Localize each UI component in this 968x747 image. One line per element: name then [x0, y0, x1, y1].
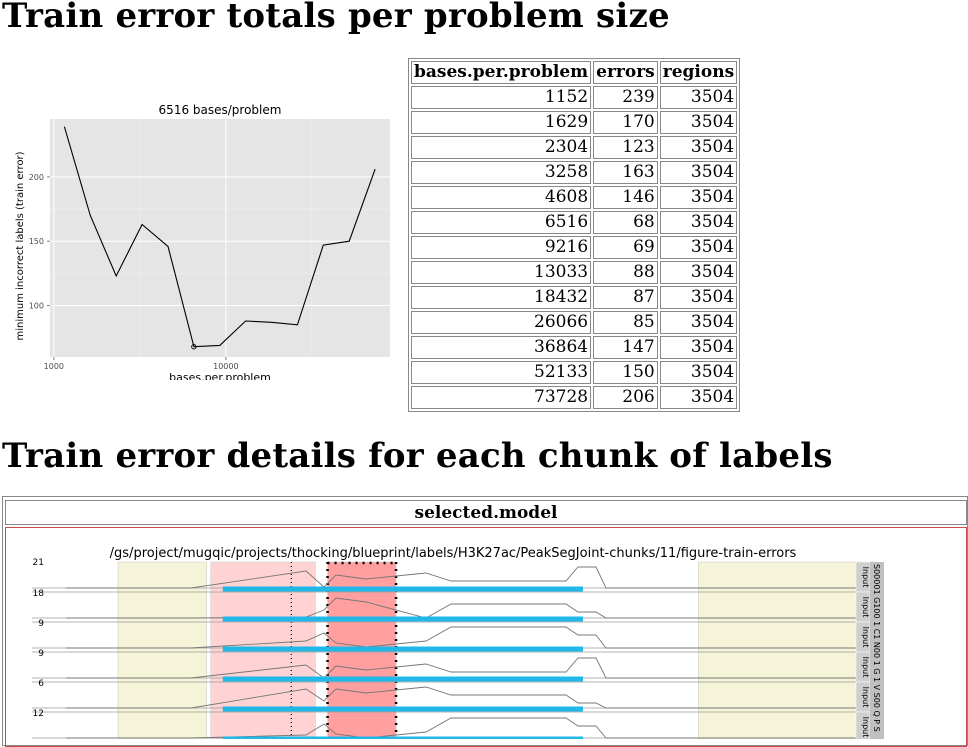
table-cell: 3504: [660, 136, 737, 159]
table-cell: 3504: [660, 336, 737, 359]
details-heading: Train error details for each chunk of la…: [2, 436, 833, 476]
table-cell: 1629: [411, 111, 591, 134]
table-cell: 3504: [660, 236, 737, 259]
details-plot-title: /gs/project/mugqic/projects/thocking/blu…: [110, 546, 797, 561]
table-cell: 239: [593, 86, 658, 109]
panel-strip-label: Input: [861, 687, 870, 708]
table-cell: 2304: [411, 136, 591, 159]
panel-max-label: 6: [38, 679, 44, 689]
table-cell: 150: [593, 361, 658, 384]
table-cell: 3504: [660, 161, 737, 184]
train-error-details-plot: /gs/project/mugqic/projects/thocking/blu…: [6, 528, 966, 739]
table-cell: 147: [593, 336, 658, 359]
label-region: [698, 562, 875, 739]
table-cell: 3504: [660, 386, 737, 409]
table-cell: 6516: [411, 211, 591, 234]
panel-max-label: 12: [33, 709, 44, 719]
plot-title: 6516 bases/problem: [159, 103, 282, 117]
panel-strip-label: Input: [861, 597, 870, 618]
table-cell: 3504: [660, 286, 737, 309]
table-cell: 206: [593, 386, 658, 409]
x-tick-label: 10000: [213, 362, 238, 371]
panel-strip-label: Input: [861, 627, 870, 648]
table-cell: 52133: [411, 361, 591, 384]
table-cell: 73728: [411, 386, 591, 409]
selected-model-header: selected.model: [5, 500, 967, 525]
table-cell: 18432: [411, 286, 591, 309]
table-cell: 4608: [411, 186, 591, 209]
y-tick-label: 100: [29, 302, 44, 311]
y-tick-label: 200: [29, 173, 44, 182]
panel-strip-label: Input: [861, 567, 870, 588]
table-cell: 146: [593, 186, 658, 209]
table-cell: 85: [593, 311, 658, 334]
plot-panel: [50, 119, 390, 357]
table-cell: 9216: [411, 236, 591, 259]
table-cell: 170: [593, 111, 658, 134]
table-cell: 1152: [411, 86, 591, 109]
y-tick-label: 150: [29, 237, 44, 246]
panel-strip-label: Input: [861, 657, 870, 678]
panel-max-label: 18: [33, 589, 45, 599]
table-cell: 3504: [660, 361, 737, 384]
table-cell: 88: [593, 261, 658, 284]
table-cell: 163: [593, 161, 658, 184]
train-error-plot: 100 150 200 1000 10000 6516 bases/problem base…: [0, 98, 400, 380]
panel-strip-label: Input: [861, 717, 870, 738]
table-cell: 36864: [411, 336, 591, 359]
table-cell: 3504: [660, 186, 737, 209]
sample-strip-label: S00001 G100 1 C1 N00 1 G 1 V S00 Q P S: [872, 564, 881, 732]
panel-max-label: 21: [33, 558, 44, 568]
table-cell: 3504: [660, 111, 737, 134]
table-header-errors: errors: [593, 61, 658, 84]
table-cell: 3504: [660, 86, 737, 109]
table-cell: 68: [593, 211, 658, 234]
table-header-regions: regions: [660, 61, 737, 84]
panel-max-label: 9: [38, 649, 44, 659]
panel-max-label: 9: [38, 619, 44, 629]
table-cell: 13033: [411, 261, 591, 284]
table-cell: 3504: [660, 311, 737, 334]
table-cell: 87: [593, 286, 658, 309]
table-cell: 69: [593, 236, 658, 259]
table-cell: 123: [593, 136, 658, 159]
table-cell: 26066: [411, 311, 591, 334]
x-tick-label: 1000: [44, 362, 64, 371]
table-header-bases-per-problem: bases.per.problem: [411, 61, 591, 84]
table-cell: 3504: [660, 211, 737, 234]
table-cell: 3258: [411, 161, 591, 184]
y-axis-label: minimum incorrect labels (train error): [15, 151, 26, 340]
totals-heading: Train error totals per problem size: [2, 0, 670, 36]
label-region: [118, 562, 207, 739]
table-cell: 3504: [660, 261, 737, 284]
x-axis-label: bases.per.problem: [169, 371, 271, 380]
